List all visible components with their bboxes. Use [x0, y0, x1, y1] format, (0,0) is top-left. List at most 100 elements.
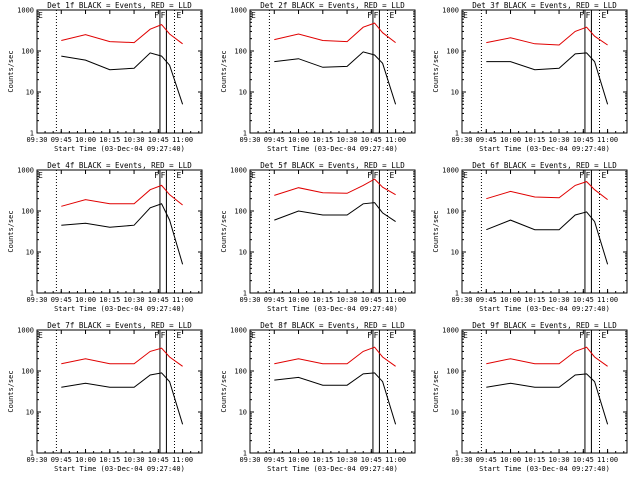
x-tick-label: 09:30	[451, 296, 472, 304]
y-axis-label: Counts/sec	[220, 370, 228, 412]
chart-title: Det 5f BLACK = Events, RED = LLD	[260, 161, 405, 170]
x-tick-label: 10:15	[524, 296, 545, 304]
flag-label: F	[374, 171, 379, 180]
y-tick-label: 1	[243, 130, 247, 138]
x-tick-label: 11:00	[597, 296, 618, 304]
chart-panel-9: Det 9f BLACK = Events, RED = LLD 1 10 100 10…	[432, 321, 628, 473]
x-axis-label: Start Time (03-Dec-04 09:27:40)	[267, 465, 398, 473]
x-tick-label: 10:00	[75, 136, 96, 144]
x-tick-label: 09:30	[239, 136, 260, 144]
plot-frame	[249, 169, 416, 294]
x-tick-label: 09:30	[451, 136, 472, 144]
lld-series-line	[274, 178, 396, 196]
chart-panel-5: Det 5f BLACK = Events, RED = LLD 1 10 100 10…	[220, 161, 416, 313]
lld-series-line	[486, 346, 608, 367]
x-axis-label: Start Time (03-Dec-04 09:27:40)	[479, 465, 610, 473]
flag-label: F	[367, 11, 372, 20]
x-tick-label: 10:45	[573, 296, 594, 304]
chart-panel-3: Det 3f BLACK = Events, RED = LLD 1 10 100 10…	[432, 1, 628, 153]
x-tick-label: 10:00	[500, 296, 521, 304]
x-tick-label: 10:00	[288, 136, 309, 144]
x-tick-label: 11:00	[385, 296, 406, 304]
flag-label: F	[154, 331, 159, 340]
y-tick-label: 1000	[230, 327, 247, 335]
flag-label: F	[367, 171, 372, 180]
x-tick-label: 10:15	[524, 136, 545, 144]
flag-label: E	[390, 171, 395, 180]
x-tick-label: 09:45	[51, 456, 72, 464]
flag-label: F	[579, 171, 584, 180]
lld-series-line	[61, 347, 183, 367]
y-axis-label: Counts/sec	[7, 210, 15, 252]
chart-title: Det 3f BLACK = Events, RED = LLD	[472, 1, 617, 10]
chart-title: Det 8f BLACK = Events, RED = LLD	[260, 321, 405, 330]
events-series-line	[61, 52, 184, 105]
x-tick-label: 10:00	[288, 296, 309, 304]
x-tick-label: 10:15	[99, 456, 120, 464]
y-tick-label: 1	[30, 290, 34, 298]
flag-label: F	[154, 171, 159, 180]
lld-series-line	[61, 24, 183, 45]
x-tick-label: 09:45	[264, 296, 285, 304]
x-tick-label: 09:45	[476, 136, 497, 144]
x-tick-label: 10:30	[124, 456, 145, 464]
x-tick-label: 10:30	[549, 456, 570, 464]
x-tick-label: 09:30	[451, 456, 472, 464]
x-tick-label: 11:00	[172, 456, 193, 464]
y-tick-label: 10	[239, 249, 247, 257]
plot-frame	[461, 169, 628, 294]
y-tick-label: 1	[455, 290, 459, 298]
chart-panel-7: Det 7f BLACK = Events, RED = LLD 1 10 100 10…	[7, 321, 203, 473]
x-tick-label: 10:15	[312, 456, 333, 464]
x-tick-label: 09:45	[51, 136, 72, 144]
x-tick-label: 11:00	[385, 456, 406, 464]
x-tick-label: 10:15	[312, 136, 333, 144]
x-tick-label: 10:45	[573, 136, 594, 144]
plot-frame	[36, 329, 203, 454]
y-tick-label: 10	[26, 409, 34, 417]
lld-series-line	[486, 26, 608, 46]
flag-label: E	[390, 331, 395, 340]
flag-label: F	[374, 11, 379, 20]
x-tick-label: 10:00	[500, 136, 521, 144]
chart-panel-6: Det 6f BLACK = Events, RED = LLD 1 10 100 10…	[432, 161, 628, 313]
x-axis-label: Start Time (03-Dec-04 09:27:40)	[267, 305, 398, 313]
plot-frame	[461, 329, 628, 454]
flag-label: E	[38, 171, 43, 180]
flag-label: E	[251, 11, 256, 20]
x-tick-label: 09:30	[239, 456, 260, 464]
y-axis-label: Counts/sec	[7, 370, 15, 412]
x-tick-label: 10:30	[337, 136, 358, 144]
flag-label: F	[586, 171, 591, 180]
x-tick-label: 09:45	[264, 136, 285, 144]
y-tick-label: 1	[243, 450, 247, 458]
y-axis-label: Counts/sec	[432, 370, 440, 412]
events-series-line	[486, 52, 609, 105]
x-axis-label: Start Time (03-Dec-04 09:27:40)	[479, 305, 610, 313]
flag-label: E	[602, 171, 607, 180]
y-tick-label: 10	[451, 409, 459, 417]
y-tick-label: 1000	[230, 167, 247, 175]
y-tick-label: 1000	[17, 7, 34, 15]
x-tick-label: 09:30	[239, 296, 260, 304]
x-tick-label: 10:00	[75, 456, 96, 464]
x-axis-label: Start Time (03-Dec-04 09:27:40)	[54, 145, 185, 153]
chart-panel-1: Det 1f BLACK = Events, RED = LLD 1 10 100 10…	[7, 1, 203, 153]
flag-label: F	[579, 11, 584, 20]
x-tick-label: 10:45	[148, 136, 169, 144]
x-tick-label: 10:30	[337, 296, 358, 304]
x-axis-label: Start Time (03-Dec-04 09:27:40)	[54, 305, 185, 313]
y-tick-label: 100	[234, 48, 247, 56]
x-tick-label: 09:45	[476, 456, 497, 464]
y-tick-label: 1	[455, 130, 459, 138]
chart-title: Det 7f BLACK = Events, RED = LLD	[47, 321, 192, 330]
y-tick-label: 100	[446, 208, 459, 216]
y-tick-label: 1	[30, 450, 34, 458]
x-tick-label: 10:45	[361, 456, 382, 464]
flag-label: F	[161, 331, 166, 340]
x-tick-label: 10:45	[148, 296, 169, 304]
y-tick-label: 10	[451, 249, 459, 257]
flag-label: E	[463, 171, 468, 180]
flag-label: E	[177, 171, 182, 180]
